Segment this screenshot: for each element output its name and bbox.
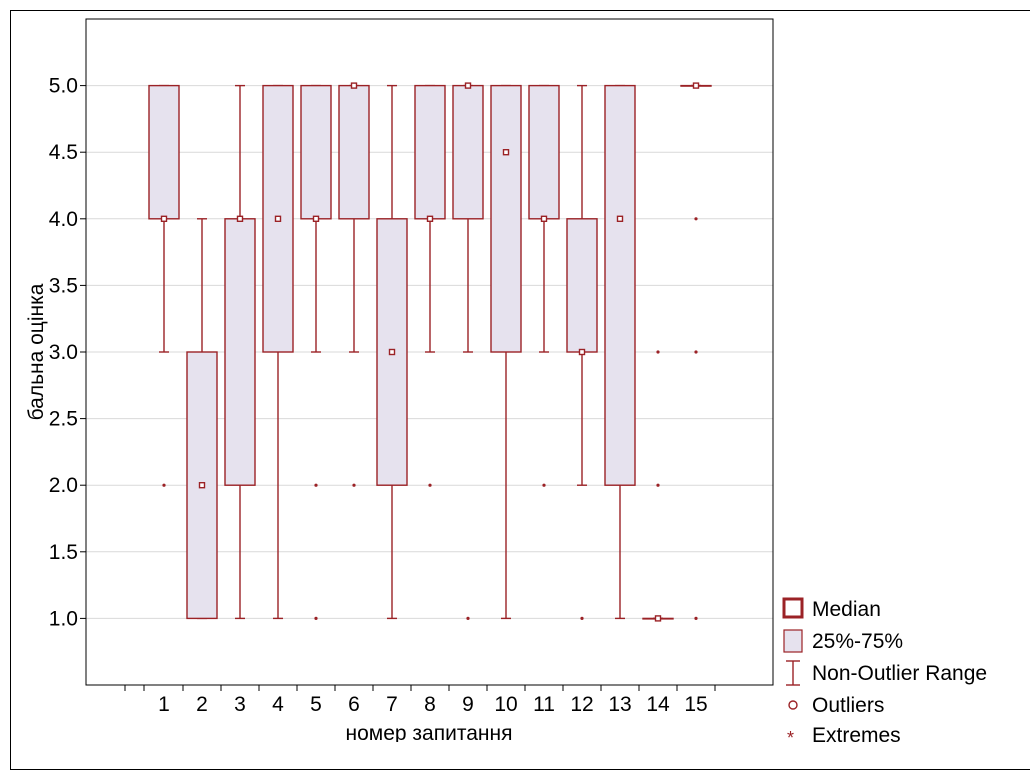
y-tick-label: 5.0: [49, 75, 78, 98]
y-tick-label: 4.5: [49, 141, 78, 164]
median-marker: [236, 215, 244, 223]
median-marker: [426, 215, 434, 223]
x-tick-label: 5: [310, 693, 322, 716]
outlier-point: [694, 350, 698, 354]
legend-outliers-label: Outliers: [812, 694, 884, 717]
x-tick-label: 9: [462, 693, 474, 716]
x-tick-label: 1: [158, 693, 170, 716]
y-tick-label: 4.0: [49, 208, 78, 231]
outlier-point: [656, 350, 660, 354]
y-tick-label: 1.0: [49, 607, 78, 630]
box-q4: [262, 84, 294, 620]
legend-median-label: Median: [812, 598, 881, 621]
legend-extremes-icon: *: [787, 728, 794, 742]
outlier-point: [694, 217, 698, 221]
iqr-box: [452, 84, 484, 220]
x-tick-label: 10: [494, 693, 517, 716]
box-q9: [452, 82, 484, 621]
iqr-box: [490, 84, 522, 353]
y-tick-label: 1.5: [49, 541, 78, 564]
x-tick-label: 15: [684, 693, 707, 716]
y-tick-label: 3.0: [49, 341, 78, 364]
iqr-box: [148, 84, 180, 220]
box-q2: [186, 218, 218, 620]
median-marker: [616, 215, 624, 223]
x-tick-label: 8: [424, 693, 436, 716]
legend-range-icon: [786, 660, 800, 686]
median-marker: [578, 348, 586, 356]
y-axis: 1.0 1.5 2.0 2.5 3.0 3.5 4.0 4.5 5.0: [49, 75, 86, 630]
box-q12: [566, 84, 598, 621]
legend-outliers-icon: [788, 700, 798, 710]
median-marker: [388, 348, 396, 356]
legend-range-label: Non-Outlier Range: [812, 662, 987, 685]
x-tick-label: 11: [533, 693, 555, 716]
x-tick-label: 6: [348, 693, 360, 716]
y-axis-title: бальна оцінка: [25, 283, 48, 420]
outlier-point: [542, 483, 546, 487]
outlier-point: [352, 483, 356, 487]
box-q10: [490, 84, 522, 620]
iqr-box: [300, 84, 332, 220]
box-q11: [528, 84, 560, 487]
outlier-point: [656, 483, 660, 487]
median-marker: [692, 82, 700, 89]
x-tick-label: 3: [234, 693, 246, 716]
median-marker: [198, 482, 206, 489]
outlier-point: [580, 616, 584, 621]
legend: Median 25%-75% Non-Outlier Range Outlier…: [782, 597, 987, 742]
iqr-box: [338, 84, 370, 220]
median-marker: [312, 215, 320, 223]
median-marker: [654, 615, 662, 622]
outlier-point: [314, 483, 318, 487]
median-marker: [274, 215, 282, 223]
x-axis: 1 2 3 4 5 6 7 8 9 10 11 12 13 14 15: [124, 685, 716, 716]
x-axis-title: номер запитання: [346, 722, 513, 742]
box-q1: [148, 84, 180, 487]
box-q8: [414, 84, 446, 487]
x-tick-label: 7: [386, 693, 398, 716]
x-tick-label: 2: [196, 693, 208, 716]
box-plot-chart: 1.01.52.02.53.03.54.04.55.0 1 2 3 4 5 6 7 8 9 10 1…: [25, 18, 987, 742]
median-marker: [464, 82, 472, 89]
median-marker: [540, 215, 548, 223]
boxes: [148, 82, 712, 622]
iqr-box: [414, 84, 446, 220]
iqr-box: [528, 84, 560, 220]
x-tick-label: 13: [608, 693, 631, 716]
iqr-box: [262, 84, 294, 353]
outlier-point: [428, 483, 432, 487]
y-tick-label: 3.5: [49, 274, 78, 297]
outlier-point: [466, 616, 470, 621]
x-tick-label: 4: [272, 693, 284, 716]
iqr-box: [224, 218, 256, 486]
box-q15: [680, 82, 712, 621]
box-q7: [376, 84, 408, 620]
iqr-box: [604, 84, 636, 486]
y-tick-label: 2.5: [49, 408, 78, 431]
outlier-point: [694, 616, 698, 621]
outlier-point: [162, 483, 166, 487]
box-q13: [604, 84, 636, 620]
legend-box-label: 25%-75%: [812, 630, 903, 653]
legend-extremes-label: Extremes: [812, 724, 901, 742]
legend-median-icon: [782, 597, 804, 619]
x-tick-label: 12: [570, 693, 593, 716]
box-q5: [300, 84, 332, 621]
median-marker: [350, 82, 358, 89]
x-tick-label: 14: [646, 693, 670, 716]
legend-box-icon: [783, 629, 803, 653]
box-q14: [642, 350, 674, 622]
y-tick-label: 2.0: [49, 474, 78, 497]
box-q3: [224, 84, 256, 620]
box-q6: [338, 82, 370, 487]
median-marker: [502, 148, 510, 156]
iqr-box: [566, 218, 598, 353]
median-marker: [160, 215, 168, 223]
outlier-point: [314, 616, 318, 621]
